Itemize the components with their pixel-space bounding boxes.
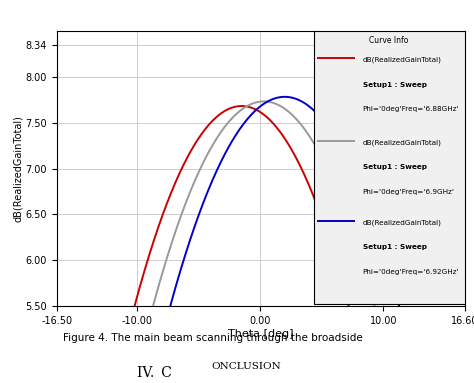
Text: Setup1 : Sweep: Setup1 : Sweep — [363, 244, 427, 250]
Text: Phi='0deg'Freq='6.9GHz': Phi='0deg'Freq='6.9GHz' — [363, 189, 455, 195]
Text: ONCLUSION: ONCLUSION — [211, 362, 281, 371]
Text: Phi='0deg'Freq='6.92GHz': Phi='0deg'Freq='6.92GHz' — [363, 269, 459, 275]
Text: Setup1 : Sweep: Setup1 : Sweep — [363, 82, 427, 88]
Y-axis label: dB(RealizedGainTotal): dB(RealizedGainTotal) — [13, 115, 23, 222]
Text: Setup1 : Sweep: Setup1 : Sweep — [363, 164, 427, 170]
Bar — [314, 31, 465, 304]
Text: dB(RealizedGainTotal): dB(RealizedGainTotal) — [363, 57, 441, 63]
Text: Curve Info: Curve Info — [369, 36, 409, 45]
Text: Figure 4. The main beam scanning through the broadside: Figure 4. The main beam scanning through… — [64, 333, 363, 343]
Text: Phi='0deg'Freq='6.88GHz': Phi='0deg'Freq='6.88GHz' — [363, 106, 459, 113]
Text: IV. C: IV. C — [137, 366, 173, 380]
X-axis label: Theta [deg]: Theta [deg] — [228, 329, 293, 339]
Text: dB(RealizedGainTotal): dB(RealizedGainTotal) — [363, 139, 441, 146]
Text: dB(RealizedGainTotal): dB(RealizedGainTotal) — [363, 219, 441, 226]
